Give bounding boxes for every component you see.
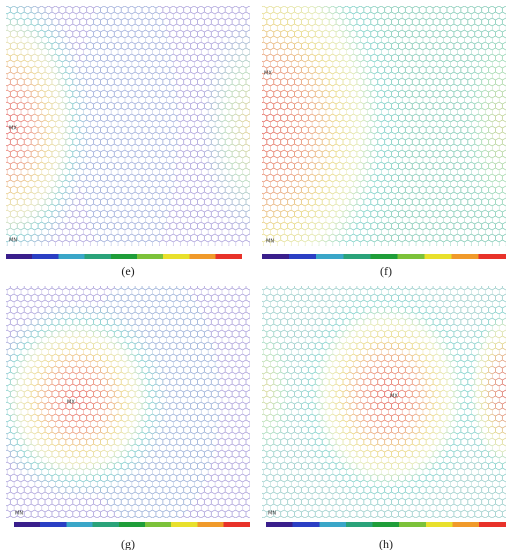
lattice-e (6, 6, 250, 246)
lattice-f (262, 6, 506, 246)
panel-label: (g) (121, 537, 135, 550)
color-bar (6, 254, 242, 259)
min-label: MN (268, 511, 276, 517)
color-bar (266, 522, 506, 527)
max-label: MX (264, 71, 272, 77)
panel-label: (e) (121, 264, 134, 278)
max-label: MX (390, 394, 398, 400)
lattice-g (6, 286, 250, 518)
panel-label: (f) (380, 264, 392, 278)
min-label: MN (15, 511, 23, 517)
color-bar (14, 522, 250, 527)
color-bar (262, 254, 506, 259)
min-label: MN (9, 238, 17, 244)
panel-label: (h) (379, 537, 393, 550)
max-label: MX (9, 126, 17, 132)
max-label: MX (67, 400, 75, 406)
lattice-h (262, 286, 506, 518)
min-label: MN (266, 239, 274, 245)
